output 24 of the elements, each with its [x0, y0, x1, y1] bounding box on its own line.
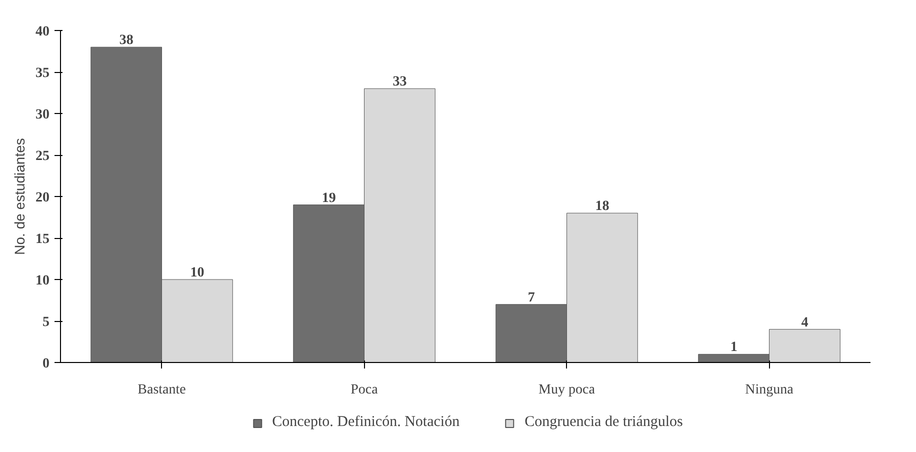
legend-label: Congruencia de triángulos [524, 414, 683, 431]
data-label: 4 [801, 315, 808, 330]
y-tick-label: 15 [36, 232, 50, 247]
y-tick-label: 35 [36, 66, 50, 81]
y-tick-label: 10 [36, 274, 50, 288]
data-label: 19 [322, 190, 336, 206]
y-tick-label: 25 [36, 149, 50, 164]
y-tick-label: 20 [36, 190, 50, 206]
data-label: 38 [119, 33, 134, 48]
y-tick-label: 5 [42, 315, 50, 330]
y-tick-label: 30 [36, 108, 50, 122]
data-label: 1 [730, 340, 738, 356]
legend-label: Concepto. Definicón. Notación [272, 414, 460, 431]
data-label: 10 [190, 266, 204, 280]
x-tick-label: Ninguna [745, 382, 794, 398]
y-tick-label: 0 [42, 356, 50, 372]
y-axis-title: No. de estudiantes [12, 138, 28, 255]
data-label: 7 [528, 290, 535, 306]
x-tick-label: Muy poca [538, 382, 596, 398]
y-tick-label: 40 [36, 24, 50, 40]
data-label: 18 [595, 199, 610, 214]
x-tick-label: Poca [350, 382, 379, 398]
x-tick-label: Bastante [138, 382, 186, 398]
data-label: 33 [392, 74, 407, 90]
